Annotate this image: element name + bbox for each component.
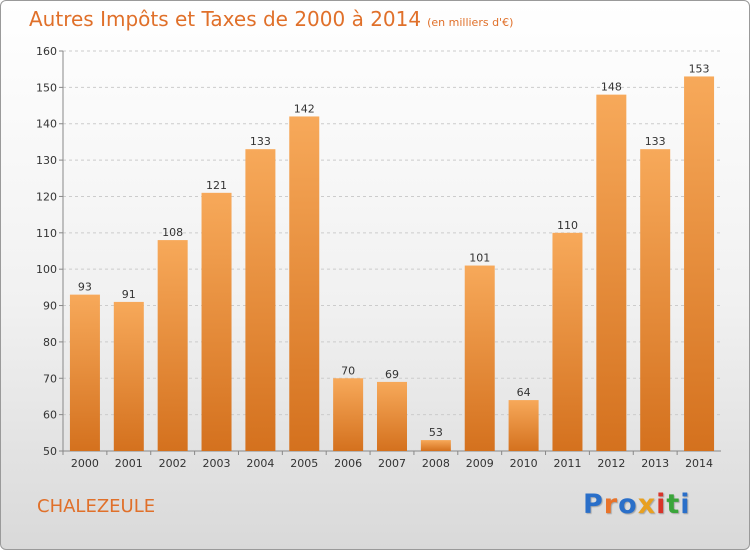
x-tick-label: 2001 xyxy=(115,457,143,470)
chart-frame: Autres Impôts et Taxes de 2000 à 2014 (en… xyxy=(0,0,750,550)
data-label: 108 xyxy=(162,226,183,239)
data-label: 110 xyxy=(557,219,578,232)
data-label: 69 xyxy=(385,368,399,381)
data-label: 70 xyxy=(341,364,355,377)
proxiti-logo: Proxiti xyxy=(583,489,691,520)
y-tick-label: 50 xyxy=(43,445,57,458)
data-label: 133 xyxy=(250,135,271,148)
x-tick-label: 2006 xyxy=(334,457,362,470)
bar-2010 xyxy=(509,400,539,451)
bar-2000 xyxy=(70,295,100,451)
x-tick-label: 2010 xyxy=(510,457,538,470)
y-tick-label: 150 xyxy=(36,81,57,94)
data-label: 142 xyxy=(294,102,315,115)
data-label: 64 xyxy=(517,386,531,399)
y-tick-label: 70 xyxy=(43,372,57,385)
logo-letter: i xyxy=(656,489,666,520)
logo-letter: x xyxy=(638,489,656,520)
x-tick-label: 2008 xyxy=(422,457,450,470)
y-tick-label: 90 xyxy=(43,300,57,313)
x-tick-label: 2004 xyxy=(246,457,274,470)
logo-letter: o xyxy=(618,489,638,520)
y-tick-label: 110 xyxy=(36,227,57,240)
y-tick-label: 130 xyxy=(36,154,57,167)
x-tick-label: 2009 xyxy=(466,457,494,470)
bar-2005 xyxy=(289,116,319,451)
x-tick-label: 2007 xyxy=(378,457,406,470)
data-label: 91 xyxy=(122,288,136,301)
logo-letter: t xyxy=(666,489,680,520)
commune-name: CHALEZEULE xyxy=(37,496,155,517)
x-tick-label: 2012 xyxy=(597,457,625,470)
bar-2008 xyxy=(421,440,451,451)
bar-2001 xyxy=(114,302,144,451)
y-tick-label: 60 xyxy=(43,409,57,422)
x-tick-label: 2003 xyxy=(203,457,231,470)
y-tick-label: 120 xyxy=(36,190,57,203)
data-label: 101 xyxy=(469,252,490,265)
bar-2002 xyxy=(158,240,188,451)
data-label: 53 xyxy=(429,426,443,439)
bars xyxy=(70,76,714,451)
bar-2014 xyxy=(684,76,714,451)
y-tick-label: 140 xyxy=(36,118,57,131)
x-tick-label: 2011 xyxy=(553,457,581,470)
x-tick-label: 2000 xyxy=(71,457,99,470)
bar-2012 xyxy=(596,95,626,451)
x-tick-label: 2002 xyxy=(159,457,187,470)
y-tick-label: 100 xyxy=(36,263,57,276)
x-tick-label: 2014 xyxy=(685,457,713,470)
logo-letter: i xyxy=(680,489,690,520)
bar-chart: 50 60 70 80 90 100 110 120 130 140 150 160 2000 2001 2… xyxy=(1,1,750,550)
x-tick-label: 2013 xyxy=(641,457,669,470)
bar-2007 xyxy=(377,382,407,451)
bar-2006 xyxy=(333,378,363,451)
bar-2011 xyxy=(552,233,582,451)
data-label: 133 xyxy=(645,135,666,148)
y-tick-label: 80 xyxy=(43,336,57,349)
data-label: 93 xyxy=(78,281,92,294)
data-label: 121 xyxy=(206,179,227,192)
y-tick-label: 160 xyxy=(36,45,57,58)
logo-letter: r xyxy=(604,489,618,520)
bar-2013 xyxy=(640,149,670,451)
logo-letter: P xyxy=(583,489,604,520)
x-tick-label: 2005 xyxy=(290,457,318,470)
bar-2003 xyxy=(202,193,232,451)
bar-2004 xyxy=(245,149,275,451)
data-label: 153 xyxy=(689,62,710,75)
bar-2009 xyxy=(465,266,495,451)
data-label: 148 xyxy=(601,81,622,94)
